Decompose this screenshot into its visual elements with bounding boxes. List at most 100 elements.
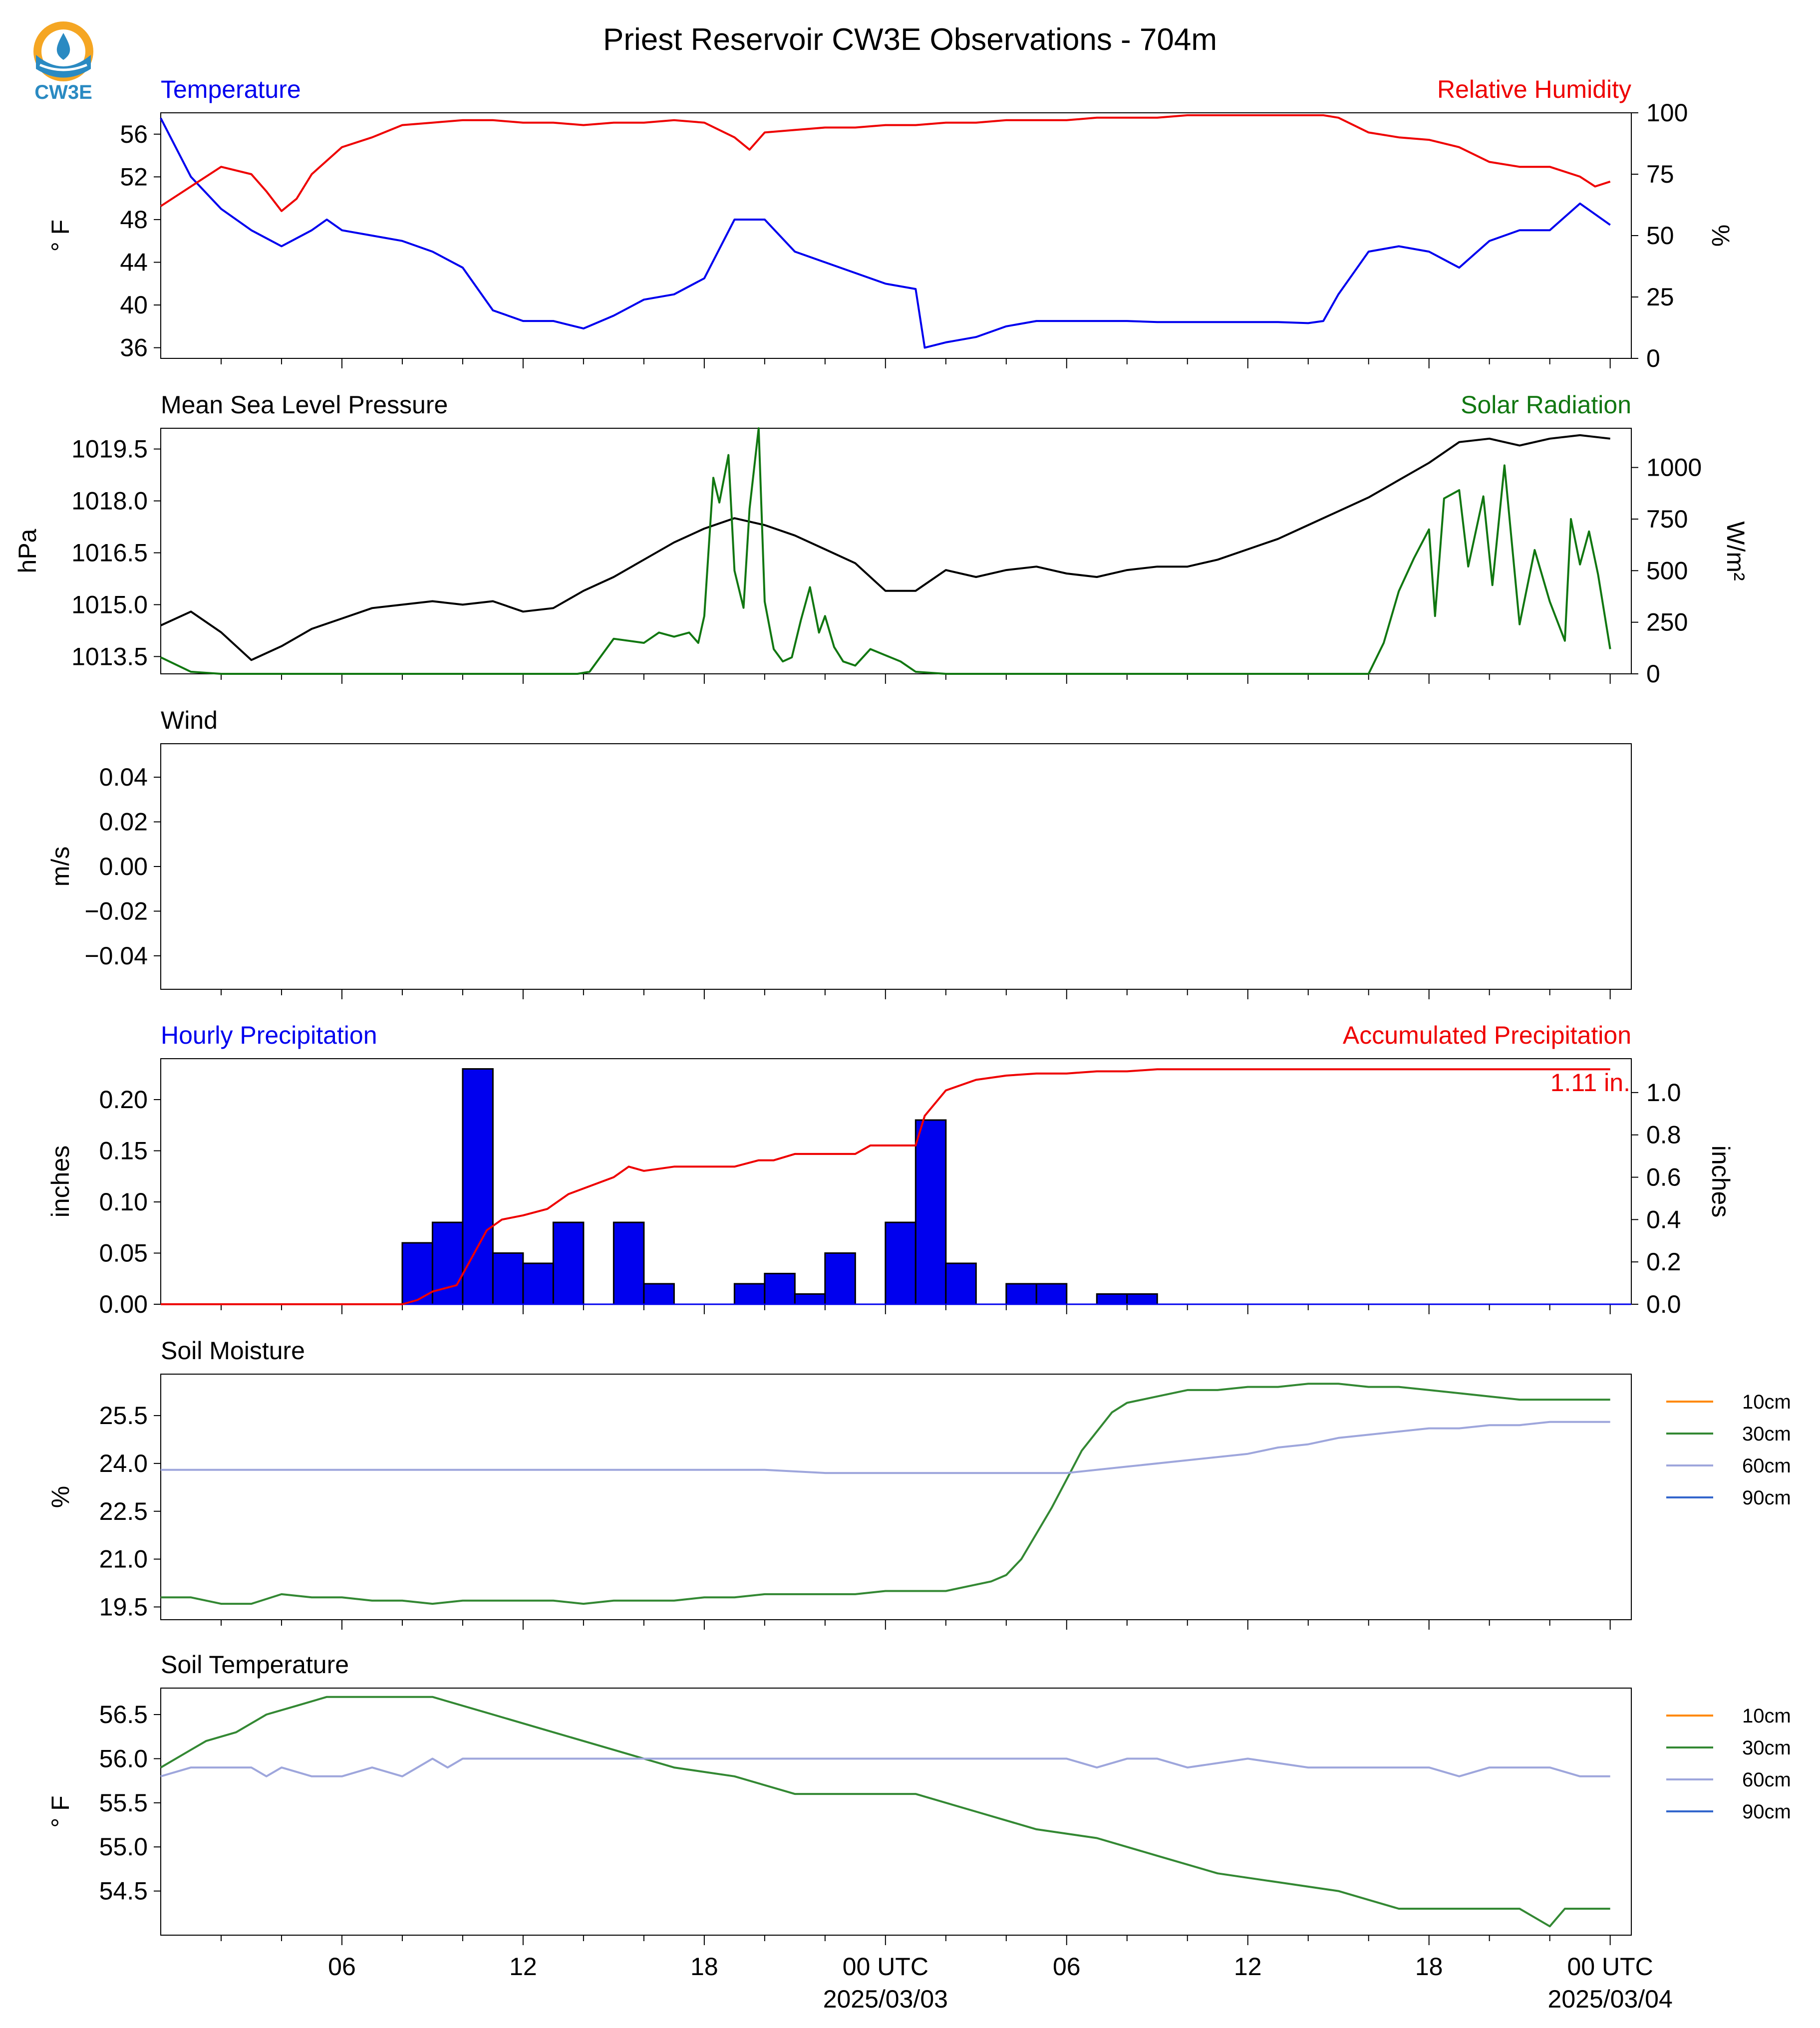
x-tick-label: 00 UTC <box>1567 1953 1653 1981</box>
y-tick-label: 55.0 <box>99 1833 148 1861</box>
y-axis-label-right: % <box>1707 225 1735 247</box>
series-line <box>160 434 1610 661</box>
legend: 10cm 30cm 60cm 90cm <box>1666 1705 1791 1823</box>
y-tick-label: 44 <box>120 248 148 276</box>
x-tick-sublabel: 2025/03/04 <box>1548 1985 1673 2013</box>
water-drop-icon: CW3E <box>33 21 93 103</box>
y-tick-label: 54.5 <box>99 1877 148 1905</box>
legend-label: 10cm <box>1742 1391 1791 1413</box>
legend-label: 60cm <box>1742 1455 1791 1477</box>
series-line-60cm <box>161 1421 1610 1474</box>
y-tick-label: 1019.5 <box>71 435 148 463</box>
legend-label: 10cm <box>1742 1705 1791 1727</box>
panel-title-left: Soil Moisture <box>161 1337 305 1365</box>
precip-bar <box>552 1221 585 1305</box>
y-axis-label: m/s <box>46 847 74 887</box>
panel-2: Mean Sea Level Pressure Solar Radiation 10… <box>13 391 1750 688</box>
panel-title-right: Solar Radiation <box>1461 391 1631 419</box>
y-tick-label-right: 0.2 <box>1646 1248 1681 1276</box>
legend-label: 90cm <box>1742 1801 1791 1823</box>
precip-bar <box>764 1273 796 1305</box>
y-tick-label: 22.5 <box>99 1497 148 1525</box>
precip-bar <box>1035 1283 1068 1305</box>
y-tick-label-right: 0.8 <box>1646 1121 1681 1149</box>
x-tick-label: 18 <box>690 1953 718 1981</box>
precip-bar <box>612 1221 645 1305</box>
panel-3: Wind −0.04 −0.02 0.00 0.02 0.04 m/s <box>46 706 1632 999</box>
y-tick-label-right: 1000 <box>1646 454 1702 482</box>
x-tick-label: 06 <box>1053 1953 1081 1981</box>
precip-bar <box>1126 1293 1158 1305</box>
y-axis-label: ° F <box>46 1795 74 1827</box>
y-tick-label-right: 25 <box>1646 283 1674 311</box>
y-axis-label: hPa <box>13 529 41 573</box>
y-tick-label: 0.00 <box>99 1290 148 1318</box>
chart-title: Priest Reservoir CW3E Observations - 704… <box>603 22 1217 57</box>
y-tick-label: 1015.0 <box>71 590 148 618</box>
plot-frame <box>160 1688 1632 1936</box>
precip-bar <box>794 1293 826 1305</box>
precip-bar <box>431 1221 464 1305</box>
y-tick-label-right: 500 <box>1646 557 1688 584</box>
series-line <box>160 427 1611 675</box>
y-tick-label: 55.5 <box>99 1789 148 1817</box>
panel-6: Soil Temperature 06 12 18 00 UTC 2025/03/03 06… <box>46 1651 1791 2013</box>
precip-bar <box>643 1283 675 1305</box>
series-line <box>160 114 1611 212</box>
legend-label: 90cm <box>1742 1487 1791 1509</box>
y-tick-label-right: 50 <box>1646 222 1674 250</box>
y-tick-label: 0.02 <box>99 808 148 836</box>
y-tick-label: −0.04 <box>84 942 148 970</box>
y-tick-label: 52 <box>120 163 148 191</box>
y-tick-label-right: 250 <box>1646 608 1688 636</box>
panel-1: Temperature Relative Humidity 36 40 44 48 52 56… <box>46 75 1735 372</box>
y-tick-label-right: 100 <box>1646 99 1688 127</box>
y-tick-label: 0.20 <box>99 1086 148 1114</box>
legend-label: 30cm <box>1742 1737 1791 1759</box>
y-tick-label-right: 0.4 <box>1646 1205 1681 1233</box>
y-tick-label: 0.05 <box>99 1239 148 1267</box>
y-tick-label: 1013.5 <box>71 642 148 670</box>
x-tick-sublabel: 2025/03/03 <box>823 1985 948 2013</box>
series-line <box>160 117 1611 349</box>
x-tick-label: 12 <box>509 1953 537 1981</box>
panel-title-left: Mean Sea Level Pressure <box>161 391 448 419</box>
plot-frame <box>160 428 1632 674</box>
precip-bar <box>492 1252 524 1305</box>
panel-title-left: Soil Temperature <box>161 1651 349 1679</box>
precip-bar <box>945 1262 977 1305</box>
y-tick-label: 56.0 <box>99 1744 148 1772</box>
cw3e-logo: CW3E <box>26 19 101 104</box>
series-line-60cm <box>160 1757 1610 1777</box>
y-tick-label: 21.0 <box>99 1545 148 1573</box>
y-tick-label: 1016.5 <box>71 539 148 567</box>
y-axis-label: ° F <box>46 220 74 252</box>
precip-bar <box>462 1068 494 1305</box>
panel-title-right: Accumulated Precipitation <box>1343 1021 1631 1049</box>
x-tick-label: 12 <box>1234 1953 1262 1981</box>
x-tick-label: 06 <box>328 1953 356 1981</box>
plot-frame <box>160 112 1632 359</box>
y-tick-label: 48 <box>120 206 148 234</box>
y-axis-label-right: inches <box>1707 1146 1735 1218</box>
panel-title-left: Hourly Precipitation <box>161 1021 377 1049</box>
y-tick-label-right: 75 <box>1646 160 1674 188</box>
precip-bar <box>824 1252 856 1305</box>
logo-text: CW3E <box>34 81 92 103</box>
x-tick-label: 18 <box>1415 1953 1443 1981</box>
y-tick-label: 0.04 <box>99 763 148 791</box>
series-line-30cm <box>161 1383 1610 1605</box>
precip-bar <box>885 1221 916 1305</box>
legend-label: 60cm <box>1742 1769 1791 1791</box>
y-tick-label: 56 <box>120 120 148 148</box>
precip-bar <box>733 1283 766 1305</box>
plot-frame <box>160 1374 1632 1620</box>
series-line <box>161 1068 1610 1305</box>
y-tick-label: 24.0 <box>99 1449 148 1477</box>
y-tick-label: 56.5 <box>99 1701 148 1729</box>
y-tick-label: 19.5 <box>99 1593 148 1621</box>
y-tick-label: 36 <box>120 334 148 362</box>
y-tick-label-right: 750 <box>1646 505 1688 533</box>
precip-bar <box>1005 1283 1037 1305</box>
